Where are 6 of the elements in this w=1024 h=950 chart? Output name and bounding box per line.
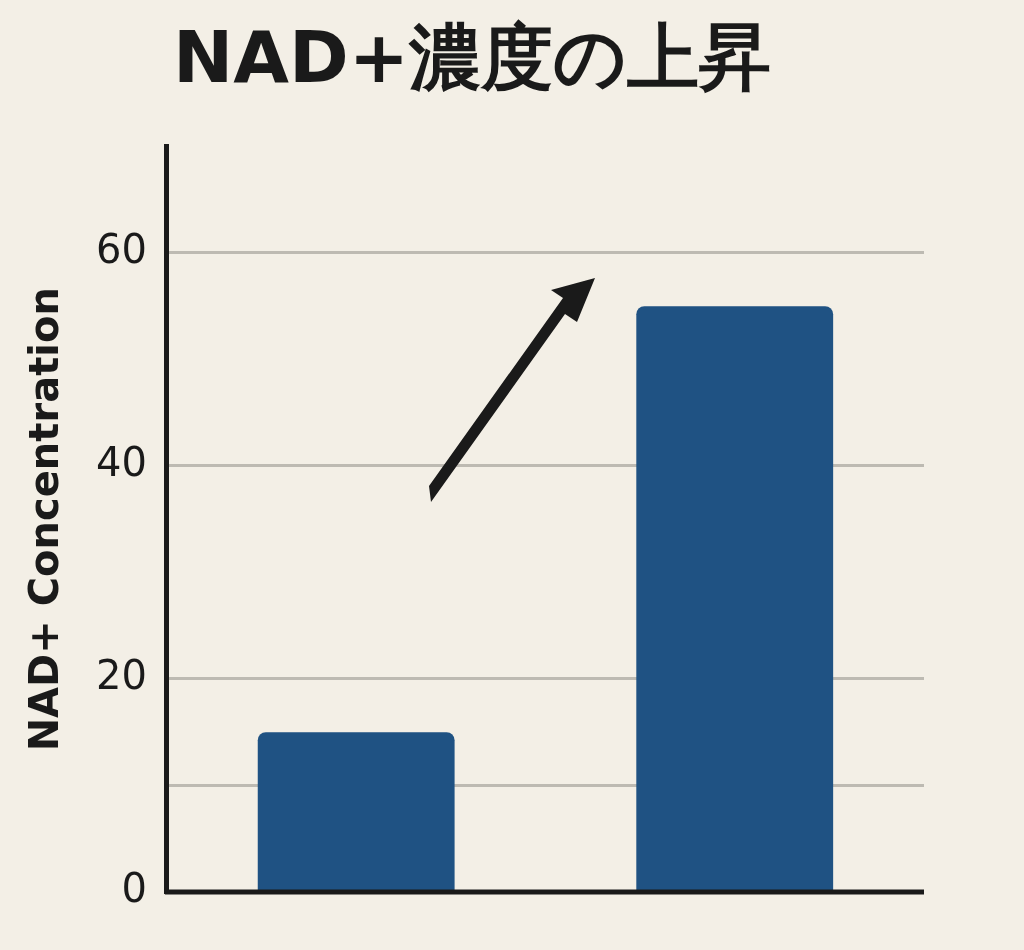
chart-title: NAD+濃度の上昇 [172, 14, 772, 99]
y-tick-label: 0 [121, 865, 147, 912]
y-axis-title: NAD+ Concentration [21, 287, 68, 752]
y-tick-label: 40 [95, 439, 147, 486]
y-tick-label: 60 [95, 226, 147, 273]
y-tick-label: 20 [95, 652, 147, 699]
